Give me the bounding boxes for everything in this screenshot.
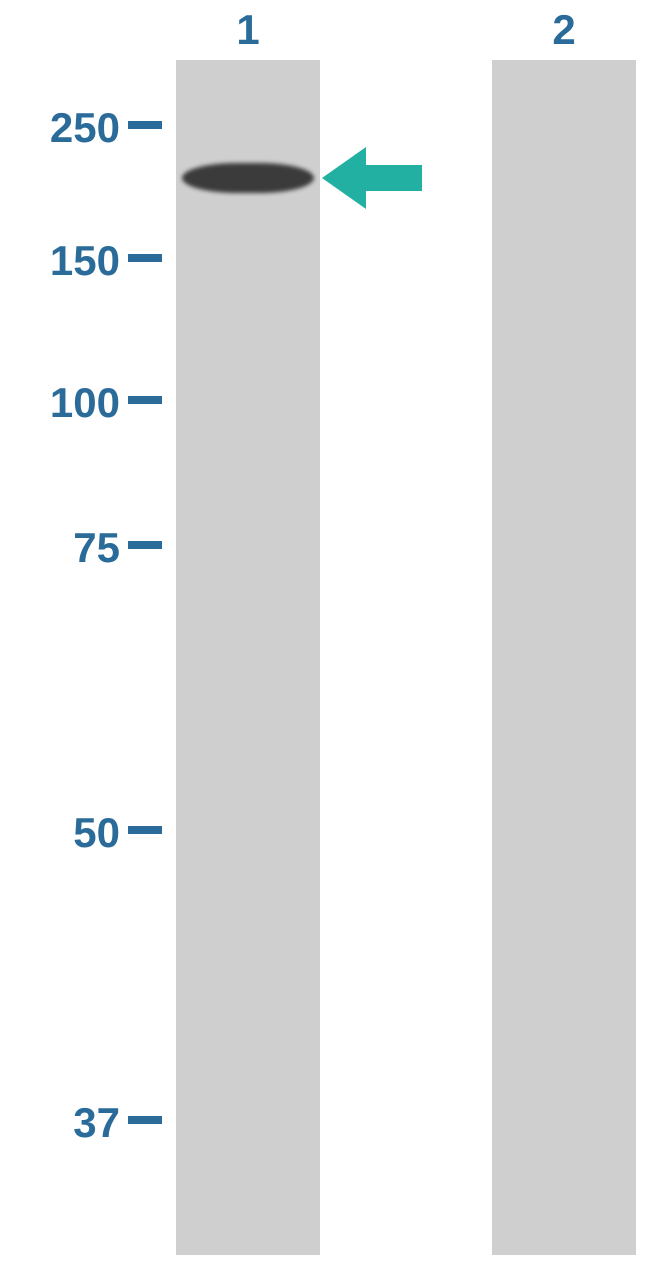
arrow-shaft <box>366 165 422 191</box>
lane-1 <box>176 60 320 1255</box>
band-indicator-arrow <box>322 147 422 209</box>
mw-tick-150 <box>128 254 162 262</box>
mw-label-100: 100 <box>0 379 120 427</box>
detected-band-lane1 <box>182 163 314 193</box>
mw-label-50: 50 <box>0 809 120 857</box>
lane-2 <box>492 60 636 1255</box>
mw-tick-50 <box>128 826 162 834</box>
mw-tick-250 <box>128 121 162 129</box>
mw-tick-75 <box>128 541 162 549</box>
mw-tick-37 <box>128 1116 162 1124</box>
mw-label-150: 150 <box>0 237 120 285</box>
mw-tick-100 <box>128 396 162 404</box>
mw-label-37: 37 <box>0 1099 120 1147</box>
mw-label-250: 250 <box>0 104 120 152</box>
lane-1-header: 1 <box>176 6 320 54</box>
lane-2-header: 2 <box>492 6 636 54</box>
arrow-head-icon <box>322 147 366 209</box>
western-blot-figure: 1 2 250 150 100 75 50 37 <box>0 0 650 1270</box>
mw-label-75: 75 <box>0 524 120 572</box>
